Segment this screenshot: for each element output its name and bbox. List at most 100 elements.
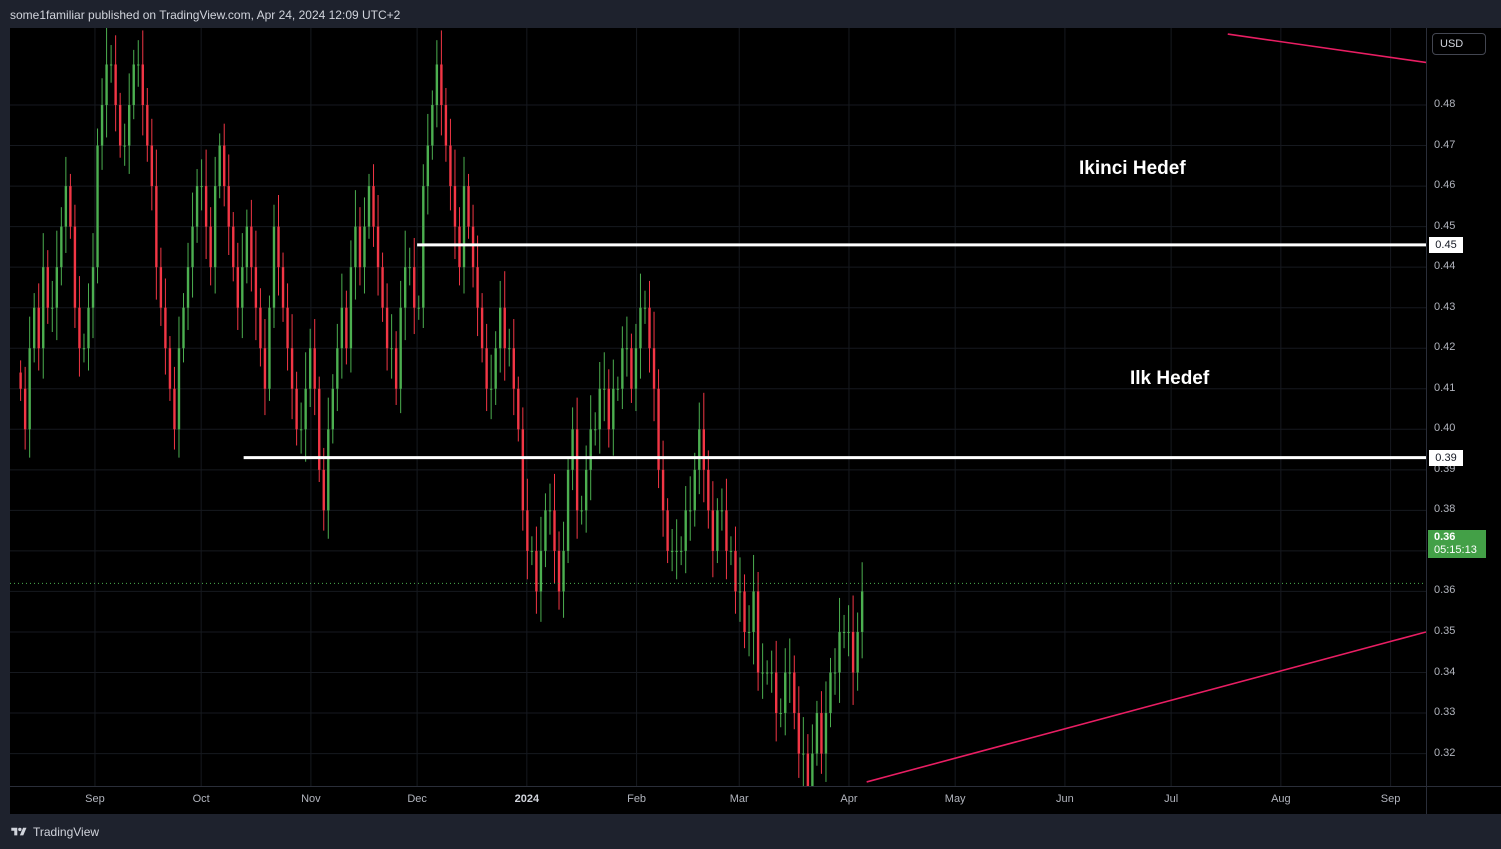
candle-body <box>847 631 850 633</box>
candle-body <box>566 469 570 551</box>
candle-body <box>462 186 466 268</box>
candle-body <box>842 631 846 633</box>
candle-body <box>413 267 416 308</box>
candle-body <box>774 672 778 714</box>
candle-body <box>173 388 176 430</box>
candle-body <box>480 307 484 349</box>
candle-body <box>195 186 199 227</box>
time-tick-label: Nov <box>301 793 321 805</box>
footer-brand[interactable]: TradingView <box>10 824 99 840</box>
candle-body <box>756 591 760 673</box>
candle-body <box>779 713 782 715</box>
candle-body <box>168 348 172 389</box>
candle-body <box>155 186 158 268</box>
candle-body <box>467 186 470 227</box>
candle-body <box>28 348 31 430</box>
candle-body <box>485 348 488 389</box>
currency-selector[interactable]: USD <box>1432 33 1486 55</box>
candle-body <box>268 307 271 389</box>
time-tick-label: May <box>944 793 966 805</box>
published-info: some1familiar published on TradingView.c… <box>10 8 401 22</box>
candle-body <box>639 307 642 349</box>
candle-body <box>580 510 583 512</box>
time-tick-label: Oct <box>192 793 210 805</box>
candle-body <box>535 550 538 592</box>
candle-body <box>150 145 154 187</box>
candle-body <box>60 226 63 268</box>
time-tick-label: Dec <box>407 793 427 805</box>
price-tick-label: 0.33 <box>1434 706 1456 719</box>
candle-body <box>675 550 678 552</box>
candle-body <box>598 388 601 430</box>
candle-body <box>698 429 701 470</box>
price-tick-label: 0.39 <box>1434 462 1456 475</box>
candle-body <box>304 388 307 430</box>
candle-body <box>594 429 597 431</box>
candle-body <box>571 429 574 470</box>
candle-body <box>367 186 371 227</box>
candle-body <box>399 307 402 389</box>
time-tick-label: Feb <box>627 793 647 805</box>
candle-body <box>313 348 316 389</box>
candle-body <box>259 307 262 349</box>
candle-body <box>476 267 479 308</box>
candle-body <box>494 348 497 389</box>
candle-body <box>132 64 135 106</box>
candle-body <box>621 348 624 389</box>
candle-body <box>824 713 828 754</box>
candle-body <box>489 388 493 390</box>
chart-svg[interactable] <box>10 28 1426 786</box>
annotation-ilk-hedef[interactable]: Ilk Hedef <box>1130 368 1210 389</box>
candle-body <box>765 672 769 674</box>
candle-body <box>820 713 823 754</box>
candle-body <box>272 226 276 308</box>
candle-body <box>449 145 452 187</box>
candle-body <box>548 510 552 512</box>
footer-brand-label: TradingView <box>33 825 100 839</box>
candle-body <box>689 510 692 512</box>
candle-body <box>23 388 27 430</box>
candle-body <box>318 388 321 470</box>
annotation-ikinci-hedef[interactable]: Ikinci Hedef <box>1079 158 1186 179</box>
candle-body <box>806 753 810 786</box>
candle-body <box>299 429 303 431</box>
price-tick-label: 0.41 <box>1434 381 1456 394</box>
candle-body <box>372 186 375 227</box>
price-tick-label: 0.34 <box>1434 665 1456 678</box>
price-tick-label: 0.36 <box>1434 584 1456 597</box>
candle-body <box>331 388 335 430</box>
candle-body <box>100 105 104 146</box>
candle-body <box>322 469 325 511</box>
time-axis[interactable] <box>10 786 1426 814</box>
candle-body <box>250 226 253 268</box>
time-tick-label: Aug <box>1271 793 1291 805</box>
candle-body <box>290 348 294 389</box>
candle-body <box>747 631 751 633</box>
candle-body <box>78 307 81 349</box>
candle-body <box>833 672 837 674</box>
candle-body <box>32 307 36 349</box>
candle-body <box>390 348 393 350</box>
candle-body <box>544 510 547 551</box>
candle-body <box>403 267 407 308</box>
candle-body <box>630 348 633 389</box>
time-tick-label: Mar <box>729 793 749 805</box>
candle-body <box>607 388 610 430</box>
candle-body <box>553 510 556 551</box>
axis-corner <box>1426 786 1501 814</box>
candle-body <box>856 631 859 673</box>
chart-plot-area[interactable] <box>10 28 1426 786</box>
candle-body <box>517 388 520 430</box>
price-tick-label: 0.44 <box>1434 260 1456 273</box>
candle-body <box>245 226 249 268</box>
candle-body <box>612 388 615 430</box>
price-axis[interactable] <box>1426 28 1501 786</box>
candle-body <box>358 226 362 268</box>
candle-body <box>19 372 22 389</box>
candle-body <box>530 550 534 552</box>
candle-body <box>417 307 420 309</box>
price-tick-label: 0.47 <box>1434 138 1456 151</box>
candle-body <box>444 105 448 146</box>
candle-body <box>643 307 647 309</box>
price-tick-label: 0.43 <box>1434 300 1456 313</box>
